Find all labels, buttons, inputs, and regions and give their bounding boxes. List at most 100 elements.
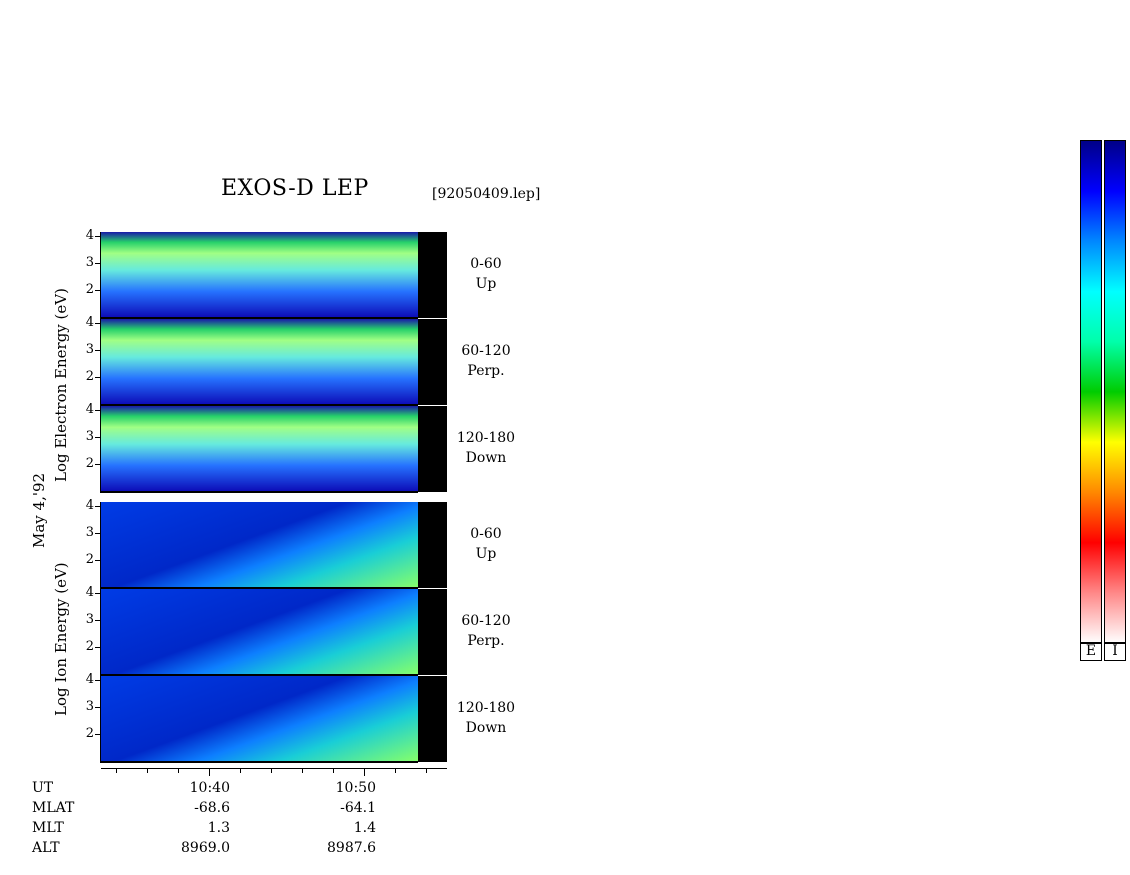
y-tick-label: 2 [85, 369, 94, 385]
y-tick-mark [95, 560, 101, 562]
pitch-angle-direction: Down [465, 720, 507, 736]
no-data-band [418, 502, 447, 588]
x-tick-mark [302, 768, 303, 773]
chart-title: EXOS-D LEP [221, 176, 369, 201]
no-data-band [418, 589, 447, 675]
y-axis-line [100, 319, 101, 406]
x-tick-mark [395, 768, 396, 773]
ephemeris-value: 10:50 [335, 780, 376, 796]
y-tick-label: 3 [85, 612, 94, 628]
y-tick-mark [95, 437, 101, 439]
y-tick-label: 4 [85, 228, 94, 244]
y-tick-mark [95, 323, 101, 325]
y-tick-label: 3 [85, 525, 94, 541]
x-tick-mark [116, 768, 117, 773]
colorbar-label-e: E [1080, 642, 1102, 661]
file-label: [92050409.lep] [432, 186, 541, 202]
colorbar-label-i: I [1104, 642, 1126, 661]
panel-separator [101, 491, 418, 493]
pitch-angle-direction: Perp. [467, 633, 505, 649]
y-tick-label: 2 [85, 552, 94, 568]
pitch-angle-label: 120-180 Down [446, 428, 526, 468]
no-data-band [418, 406, 447, 492]
spectrogram-panel [101, 502, 418, 587]
ephemeris-row-label: MLAT [32, 800, 75, 816]
pitch-angle-range: 120-180 [456, 430, 516, 446]
spectrogram-panel [101, 319, 418, 404]
y-tick-mark [95, 533, 101, 535]
y-tick-mark [95, 464, 101, 466]
x-tick-mark [178, 768, 179, 773]
y-axis-line [100, 232, 101, 319]
pitch-angle-range: 0-60 [470, 256, 502, 272]
pitch-angle-label: 0-60 Up [446, 254, 526, 294]
panel-separator [101, 587, 418, 589]
y-tick-mark [95, 506, 101, 508]
x-tick-mark [426, 768, 427, 773]
y-tick-label: 2 [85, 639, 94, 655]
spectrogram-panel [101, 232, 418, 317]
panel-separator [101, 404, 418, 406]
x-tick-mark [271, 768, 272, 773]
pitch-angle-direction: Down [465, 450, 507, 466]
y-tick-mark [95, 263, 101, 265]
y-tick-mark [95, 647, 101, 649]
y-tick-mark [95, 410, 101, 412]
y-tick-label: 4 [85, 498, 94, 514]
y-tick-mark [95, 377, 101, 379]
spectrogram-panel [101, 406, 418, 491]
pitch-angle-direction: Up [475, 546, 497, 562]
pitch-angle-range: 120-180 [456, 700, 516, 716]
ephemeris-value: 8987.6 [327, 840, 376, 856]
y-tick-label: 4 [85, 315, 94, 331]
y-tick-label: 2 [85, 726, 94, 742]
ephemeris-row-label: UT [32, 780, 54, 796]
ephemeris-value: 1.3 [207, 820, 230, 836]
ephemeris-value: 8969.0 [181, 840, 230, 856]
y-tick-label: 4 [85, 672, 94, 688]
pitch-angle-range: 60-120 [461, 343, 511, 359]
pitch-angle-direction: Perp. [467, 363, 505, 379]
ephemeris-value: -64.1 [340, 800, 376, 816]
ephemeris-row-label: MLT [32, 820, 64, 836]
no-data-band [418, 676, 447, 762]
y-tick-label: 4 [85, 585, 94, 601]
ion-ylabel: Log Ion Energy (eV) [52, 562, 70, 716]
y-tick-label: 3 [85, 699, 94, 715]
no-data-band [418, 232, 447, 318]
y-tick-mark [95, 620, 101, 622]
ephemeris-value: -68.6 [194, 800, 230, 816]
y-tick-mark [95, 707, 101, 709]
y-tick-mark [95, 680, 101, 682]
spectrogram-panel [101, 589, 418, 674]
y-axis-line [100, 589, 101, 676]
panel-separator [101, 317, 418, 319]
date-label: May 4,'92 [30, 472, 48, 548]
y-tick-label: 3 [85, 342, 94, 358]
y-tick-label: 3 [85, 429, 94, 445]
pitch-angle-label: 0-60 Up [446, 524, 526, 564]
no-data-band [418, 319, 447, 405]
y-tick-label: 2 [85, 456, 94, 472]
pitch-angle-direction: Up [475, 276, 497, 292]
y-tick-label: 4 [85, 402, 94, 418]
y-tick-mark [95, 350, 101, 352]
panel-separator [101, 674, 418, 676]
y-axis-line [100, 502, 101, 589]
ion-colorbar [1104, 140, 1126, 644]
y-tick-mark [95, 290, 101, 292]
pitch-angle-label: 120-180 Down [446, 698, 526, 738]
y-axis-line [100, 676, 101, 763]
pitch-angle-label: 60-120 Perp. [446, 611, 526, 651]
pitch-angle-range: 60-120 [461, 613, 511, 629]
x-axis [101, 768, 447, 769]
electron-ylabel: Log Electron Energy (eV) [52, 288, 70, 482]
y-tick-label: 2 [85, 282, 94, 298]
pitch-angle-label: 60-120 Perp. [446, 341, 526, 381]
y-tick-mark [95, 593, 101, 595]
x-tick-mark [364, 768, 365, 776]
ephemeris-value: 10:40 [189, 780, 230, 796]
pitch-angle-range: 0-60 [470, 526, 502, 542]
ephemeris-row-label: ALT [32, 840, 60, 856]
y-tick-mark [95, 734, 101, 736]
